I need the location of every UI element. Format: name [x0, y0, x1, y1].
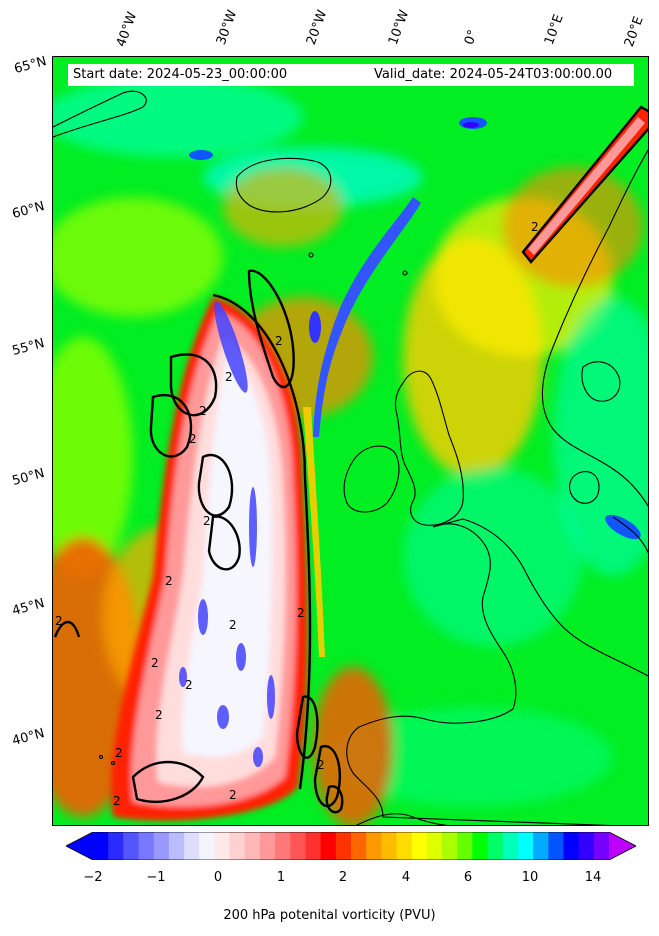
svg-text:2: 2: [185, 678, 193, 692]
svg-text:2: 2: [189, 432, 197, 446]
colorbar-tick-label: 6: [463, 870, 473, 885]
lon-label-10e: 10°E: [541, 12, 567, 48]
lon-label-20w: 20°W: [303, 8, 331, 47]
svg-text:2: 2: [317, 758, 325, 772]
colorbar-swatch: [366, 832, 382, 860]
colorbar-swatch: [138, 832, 155, 860]
lon-label-0: 0°: [461, 27, 482, 47]
pv-eddies: [189, 117, 641, 540]
colorbar-swatch: [153, 832, 170, 860]
colorbar-swatch: [199, 832, 216, 860]
header-box: [68, 64, 634, 86]
svg-text:2: 2: [275, 334, 283, 348]
colorbar-swatch: [214, 832, 231, 860]
coastlines: [53, 90, 648, 825]
pv-2-contours: [53, 105, 648, 814]
colorbar-swatch: [593, 832, 610, 860]
lat-label-50n: 50°N: [10, 466, 47, 489]
lon-label-30w: 30°W: [213, 8, 241, 47]
colorbar-tick-label: 2: [338, 870, 348, 885]
colorbar-swatch: [548, 832, 565, 860]
colorbar: [66, 832, 636, 860]
svg-text:2: 2: [229, 618, 237, 632]
colorbar-tick-label: 4: [401, 870, 411, 885]
lon-label-10w: 10°W: [385, 8, 413, 47]
svg-text:2: 2: [229, 788, 237, 802]
colorbar-swatch: [123, 832, 140, 860]
colorbar-extend-min: [66, 832, 93, 860]
colorbar-swatch: [381, 832, 398, 860]
colorbar-swatch: [259, 832, 276, 860]
colorbar-title: 200 hPa potenital vorticity (PVU): [223, 908, 436, 923]
colorbar-swatch: [396, 832, 413, 860]
colorbar-swatch: [411, 832, 428, 860]
pv-field-map: 2 2 2 2 2 2 2 2 2 2 2 2 2 2 2 2 2: [53, 57, 648, 825]
svg-text:2: 2: [531, 220, 539, 234]
colorbar-swatch: [305, 832, 322, 860]
lon-label-20e: 20°E: [621, 14, 647, 50]
svg-text:2: 2: [151, 656, 159, 670]
valid-date-label: Valid_date: 2024-05-24T03:00:00.00: [374, 67, 613, 82]
colorbar-swatch: [184, 832, 200, 860]
svg-text:2: 2: [115, 746, 123, 760]
pv-ridge-band-ne: [523, 107, 648, 262]
pv-trough: [111, 297, 308, 821]
colorbar-swatch: [351, 832, 367, 860]
svg-text:2: 2: [199, 404, 207, 418]
lat-label-55n: 55°N: [10, 336, 47, 359]
lat-label-60n: 60°N: [10, 199, 47, 222]
colorbar-swatch: [442, 832, 458, 860]
pv-negative-filaments: [179, 301, 275, 767]
colorbar-swatch: [472, 832, 489, 860]
colorbar-swatch: [426, 832, 443, 860]
colorbar-swatch: [563, 832, 580, 860]
svg-text:2: 2: [165, 574, 173, 588]
colorbar-tick-label: 14: [584, 870, 602, 885]
colorbar-swatch: [275, 832, 291, 860]
colorbar-swatch: [108, 832, 124, 860]
lon-label-40w: 40°W: [113, 10, 141, 49]
colorbar-swatch: [457, 832, 474, 860]
colorbar-tick-label: 10: [521, 870, 539, 885]
colorbar-swatch: [517, 832, 534, 860]
colorbar-swatch: [229, 832, 246, 860]
map-panel: 2 2 2 2 2 2 2 2 2 2 2 2 2 2 2 2 2: [52, 56, 649, 826]
svg-text:2: 2: [297, 606, 305, 620]
colorbar-swatch: [578, 832, 595, 860]
lat-label-45n: 45°N: [10, 596, 47, 619]
svg-text:2: 2: [155, 708, 163, 722]
svg-text:2: 2: [225, 370, 233, 384]
colorbar-swatch: [244, 832, 261, 860]
colorbar-swatch: [320, 832, 337, 860]
lat-label-65n: 65°N: [12, 54, 49, 77]
svg-text:2: 2: [203, 514, 211, 528]
colorbar-swatch: [335, 832, 352, 860]
pv-contour-labels: 2 2 2 2 2 2 2 2 2 2 2 2 2 2 2 2 2: [55, 220, 539, 808]
lat-label-40n: 40°N: [10, 726, 47, 749]
start-date-label: Start date: 2024-05-23_00:00:00: [73, 67, 288, 82]
colorbar-swatch: [487, 832, 504, 860]
colorbar-swatch: [168, 832, 185, 860]
svg-text:2: 2: [55, 614, 63, 628]
colorbar-tick-label: 0: [213, 870, 223, 885]
colorbar-swatch: [502, 832, 519, 860]
svg-text:2: 2: [113, 794, 121, 808]
colorbar-swatch: [290, 832, 307, 860]
colorbar-tick-label: 1: [276, 870, 286, 885]
pv-jet-filament: [303, 197, 421, 657]
colorbar-tick-label: −1: [146, 870, 166, 885]
colorbar-swatch: [533, 832, 549, 860]
colorbar-tick-label: −2: [83, 870, 103, 885]
colorbar-extend-max: [609, 832, 636, 860]
colorbar-swatch: [93, 832, 109, 860]
